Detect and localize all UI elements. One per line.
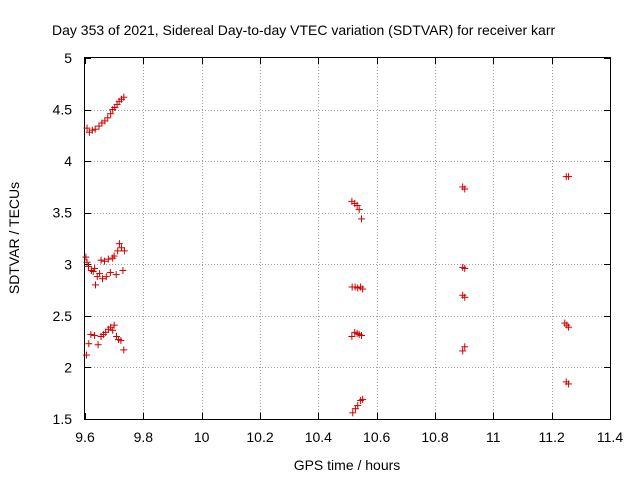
x-tick-label: 10.4	[305, 429, 332, 445]
data-point	[459, 347, 467, 355]
data-point	[83, 258, 91, 266]
data-point	[91, 125, 99, 133]
x-tick-label: 11.4	[597, 429, 623, 445]
x-tick-label: 10.8	[421, 429, 448, 445]
data-point	[96, 270, 104, 278]
data-point	[101, 117, 109, 125]
data-point	[565, 380, 573, 388]
x-tick-label: 10	[194, 429, 210, 445]
data-point	[109, 326, 117, 334]
y-tick-label: 2.5	[53, 308, 73, 324]
x-axis-label: GPS time / hours	[294, 457, 401, 473]
data-point	[91, 331, 99, 339]
data-point	[354, 402, 362, 410]
data-point	[565, 323, 573, 331]
x-tick-label: 11.2	[539, 429, 565, 445]
data-point	[354, 284, 362, 292]
data-point	[82, 351, 90, 359]
data-point	[106, 269, 114, 277]
data-point	[104, 255, 112, 263]
data-point	[91, 264, 99, 272]
data-point	[110, 321, 118, 329]
plot-frame	[84, 57, 611, 420]
data-point	[102, 273, 110, 281]
data-point	[87, 330, 95, 338]
data-point	[107, 110, 115, 118]
data-point	[85, 262, 92, 270]
data-point	[355, 206, 363, 214]
data-point	[88, 126, 96, 134]
x-tick-label: 9.6	[75, 429, 95, 445]
data-point	[358, 331, 365, 339]
x-tick-label: 10.2	[246, 429, 273, 445]
data-points	[82, 93, 573, 417]
data-point	[120, 247, 128, 255]
data-point	[117, 337, 125, 345]
data-point	[359, 395, 367, 403]
data-point	[348, 332, 356, 340]
data-point	[461, 293, 469, 301]
y-tick-label: 5	[64, 50, 72, 66]
y-tick-label: 4.5	[53, 102, 73, 118]
data-point	[97, 256, 105, 264]
data-point	[461, 264, 469, 272]
chart-title: Day 353 of 2021, Sidereal Day-to-day VTE…	[52, 22, 555, 38]
data-point	[114, 247, 122, 255]
data-point	[85, 340, 93, 348]
data-point	[349, 409, 357, 417]
data-point	[104, 114, 112, 122]
x-tick-label: 10.6	[363, 429, 390, 445]
data-point	[359, 285, 367, 293]
x-tick-label: 11	[486, 429, 501, 445]
data-point	[120, 93, 128, 101]
data-point	[115, 240, 123, 248]
data-point	[565, 173, 573, 181]
y-tick-label: 2	[64, 359, 72, 375]
data-point	[358, 215, 365, 223]
data-point	[120, 346, 128, 354]
y-tick-label: 3.5	[53, 205, 73, 221]
y-tick-label: 1.5	[53, 411, 73, 427]
x-axis-ticks: 9.6 9.8 10 10.2 10.4 10.6 10.8 11 11.2 11.4	[75, 58, 623, 445]
y-axis-label: SDTVAR / TECUs	[6, 182, 22, 294]
grid	[85, 58, 610, 419]
data-point	[89, 268, 97, 276]
data-point	[119, 266, 127, 274]
data-point	[92, 281, 99, 289]
data-point	[110, 252, 118, 260]
data-point	[99, 275, 106, 283]
data-point	[101, 257, 109, 265]
data-point	[461, 185, 469, 193]
data-point	[461, 343, 469, 351]
y-tick-label: 4	[64, 153, 72, 169]
data-point	[95, 122, 103, 130]
x-tick-label: 9.8	[134, 429, 154, 445]
data-point	[353, 201, 361, 209]
data-point	[94, 341, 102, 349]
data-point	[112, 271, 120, 279]
data-point	[83, 124, 91, 132]
y-axis-ticks: 1.5 2 2.5 3 3.5 4 4.5 5	[53, 50, 610, 427]
y-tick-label: 3	[64, 256, 72, 272]
data-point	[82, 253, 90, 261]
data-point	[117, 244, 125, 252]
